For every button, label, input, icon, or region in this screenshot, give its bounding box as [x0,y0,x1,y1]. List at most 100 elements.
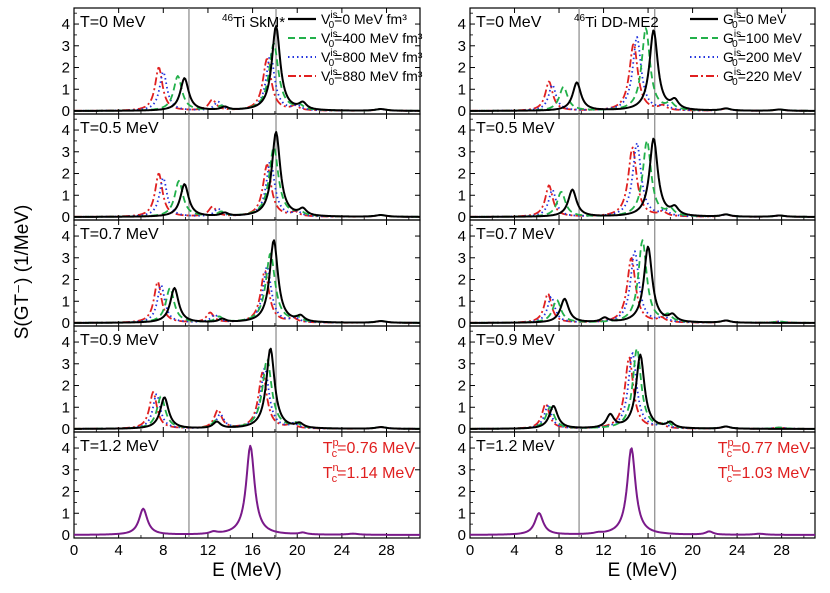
temperature-label: T=0 MeV [476,14,542,31]
legend-entry: Gis 0=220 MeV [723,67,803,88]
y-axis-label: S(GT⁻) (1/MeV) [12,205,33,340]
series-line-1 [74,25,420,112]
y-tick-label: 4 [458,228,466,245]
y-tick-label: 2 [458,166,466,183]
y-tick-label: 4 [458,334,466,351]
curves [470,447,815,536]
y-tick-label: 1 [62,187,70,204]
temperature-label: T=0.9 MeV [80,332,159,349]
critical-temperature: Tp c=0.76 MeV [323,437,416,460]
y-tick-label: 1 [458,505,466,522]
temperature-label: T=0 MeV [80,14,146,31]
series-line-4 [74,164,420,218]
y-tick-label: 3 [458,144,466,161]
y-tick-label: 2 [458,484,466,501]
curves [470,27,815,112]
critical-temperature: Tn c=1.14 MeV [323,462,416,485]
temperature-label: T=1.2 MeV [476,438,555,455]
series-line-2 [74,358,420,430]
subpanel-2-2: 0 1 2 3 4 T=0.5 MeV [458,113,816,226]
subpanel-frame [73,431,421,539]
curves [470,347,815,430]
subpanel-2-4: 0 1 2 3 4 T=0.9 MeV [458,325,816,438]
x-tick-label: 28 [378,542,395,559]
y-tick-label: 2 [458,272,466,289]
x-tick-label: 28 [773,542,790,559]
y-tick-label: 4 [458,122,466,139]
y-tick-label: 4 [62,440,70,457]
y-tick-label: 2 [458,60,466,77]
temperature-label: T=0.5 MeV [476,120,555,137]
y-tick-label: 3 [458,356,466,373]
y-tick-label: 2 [458,378,466,395]
subpanel-2-3: 0 1 2 3 4 T=0.7 MeV [458,219,816,332]
y-tick-label: 4 [62,122,70,139]
temperature-label: T=0.5 MeV [80,120,159,137]
legend-entry: Gis 0=0 MeV [723,10,787,31]
y-tick-label: 3 [62,144,70,161]
y-tick-label: 4 [458,440,466,457]
x-tick-label: 24 [334,542,351,559]
y-tick-label: 0 [62,527,70,544]
y-tick-label: 1 [458,81,466,98]
critical-temperature: Tn c=1.03 MeV [718,462,811,485]
y-tick-label: 2 [62,272,70,289]
curves [74,25,420,112]
series-line-1 [470,29,815,112]
y-tick-label: 3 [458,38,466,55]
y-tick-label: 3 [62,38,70,55]
series-line-1 [74,239,420,324]
curves [74,131,420,218]
y-tick-label: 3 [458,250,466,267]
y-tick-label: 2 [62,60,70,77]
curves [470,239,815,324]
series-line [470,447,815,536]
y-tick-label: 4 [62,16,70,33]
y-tick-label: 4 [62,334,70,351]
x-tick-label: 4 [114,542,122,559]
y-tick-label: 3 [62,462,70,479]
x-axis-label: E (MeV) [608,560,678,581]
subpanel-1-2: 0 1 2 3 4 T=0.5 MeV [62,113,421,226]
y-tick-label: 0 [62,315,70,332]
subpanel-1-4: 0 1 2 3 4 T=0.9 MeV [62,325,421,438]
curves [74,239,420,324]
y-tick-label: 0 [458,209,466,226]
legend-entry: Gis 0=100 MeV [723,29,803,50]
x-tick-label: 16 [244,542,261,559]
y-tick-label: 4 [62,228,70,245]
y-tick-label: 3 [458,462,466,479]
series-line-1 [74,347,420,430]
series-line-1 [470,353,815,430]
y-tick-label: 0 [458,103,466,120]
series-line-1 [470,245,815,324]
y-tick-label: 4 [458,16,466,33]
curves [74,347,420,430]
series-line [74,444,420,536]
y-tick-label: 0 [62,421,70,438]
y-tick-label: 1 [62,399,70,416]
series-line-3 [470,36,815,112]
series-line-1 [74,131,420,218]
subpanel-1-3: 0 1 2 3 4 T=0.7 MeV [62,219,421,332]
temperature-label: T=0.7 MeV [476,226,555,243]
x-tick-label: 8 [555,542,563,559]
y-tick-label: 0 [62,209,70,226]
x-tick-label: 0 [70,542,78,559]
subpanel-frame [469,431,816,539]
x-tick-label: 4 [510,542,518,559]
x-tick-label: 20 [684,542,701,559]
y-tick-label: 3 [62,250,70,267]
x-tick-label: 12 [200,542,217,559]
y-tick-label: 0 [458,527,466,544]
x-tick-label: 20 [289,542,306,559]
y-tick-label: 2 [62,378,70,395]
series-line-3 [74,367,420,430]
